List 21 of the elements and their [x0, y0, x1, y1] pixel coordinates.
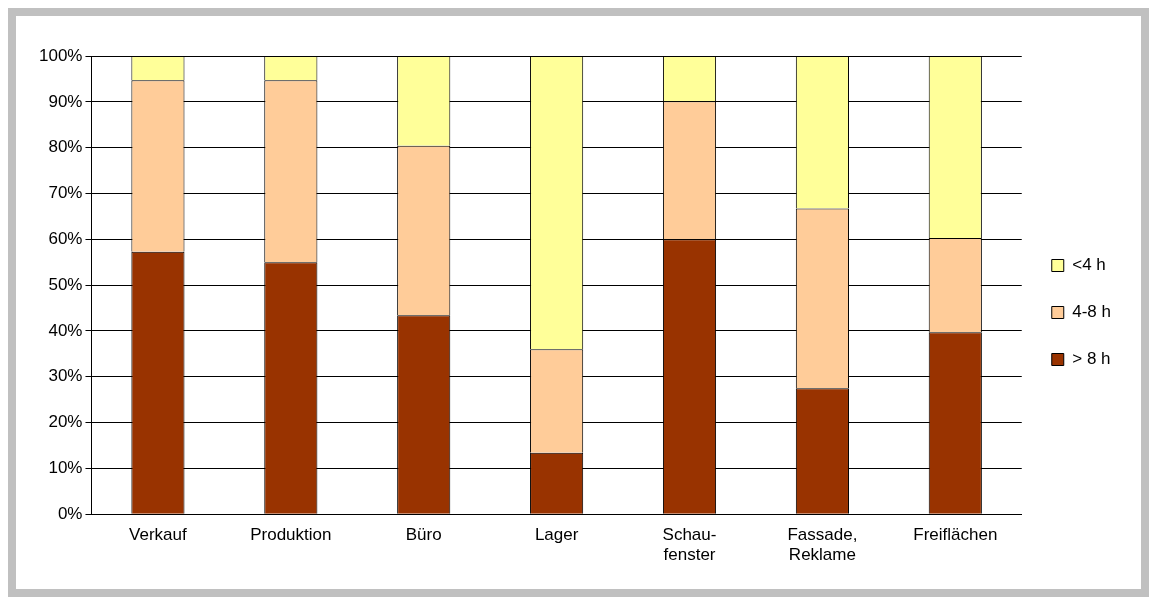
y-tick-label: 30% — [48, 366, 83, 386]
y-tick-label: 100% — [39, 45, 83, 65]
x-tick-label: Lager — [534, 525, 579, 545]
x-tick-label: Freiflächen — [913, 525, 998, 545]
x-tick-label: Büro — [405, 525, 442, 545]
y-tick-label: 80% — [48, 137, 83, 157]
legend-label: > 8 h — [1072, 349, 1111, 369]
x-tick-label: Verkauf — [129, 525, 188, 545]
y-tick-label: 50% — [48, 274, 83, 294]
legend-label: 4-8 h — [1072, 302, 1111, 322]
y-tick-label: 90% — [48, 91, 83, 111]
y-tick-label: 10% — [48, 458, 83, 478]
y-tick-label: 40% — [48, 320, 83, 340]
y-tick-label: 60% — [48, 228, 83, 248]
y-tick-label: 70% — [48, 183, 83, 203]
y-tick-label: 20% — [48, 412, 83, 432]
y-tick-label: 0% — [57, 503, 83, 523]
x-tick-label: Fassade, Reklame — [787, 525, 858, 565]
legend-label: <4 h — [1072, 255, 1106, 275]
x-tick-label: Schau- fenster — [662, 525, 717, 565]
x-tick-label: Produktion — [250, 525, 332, 545]
